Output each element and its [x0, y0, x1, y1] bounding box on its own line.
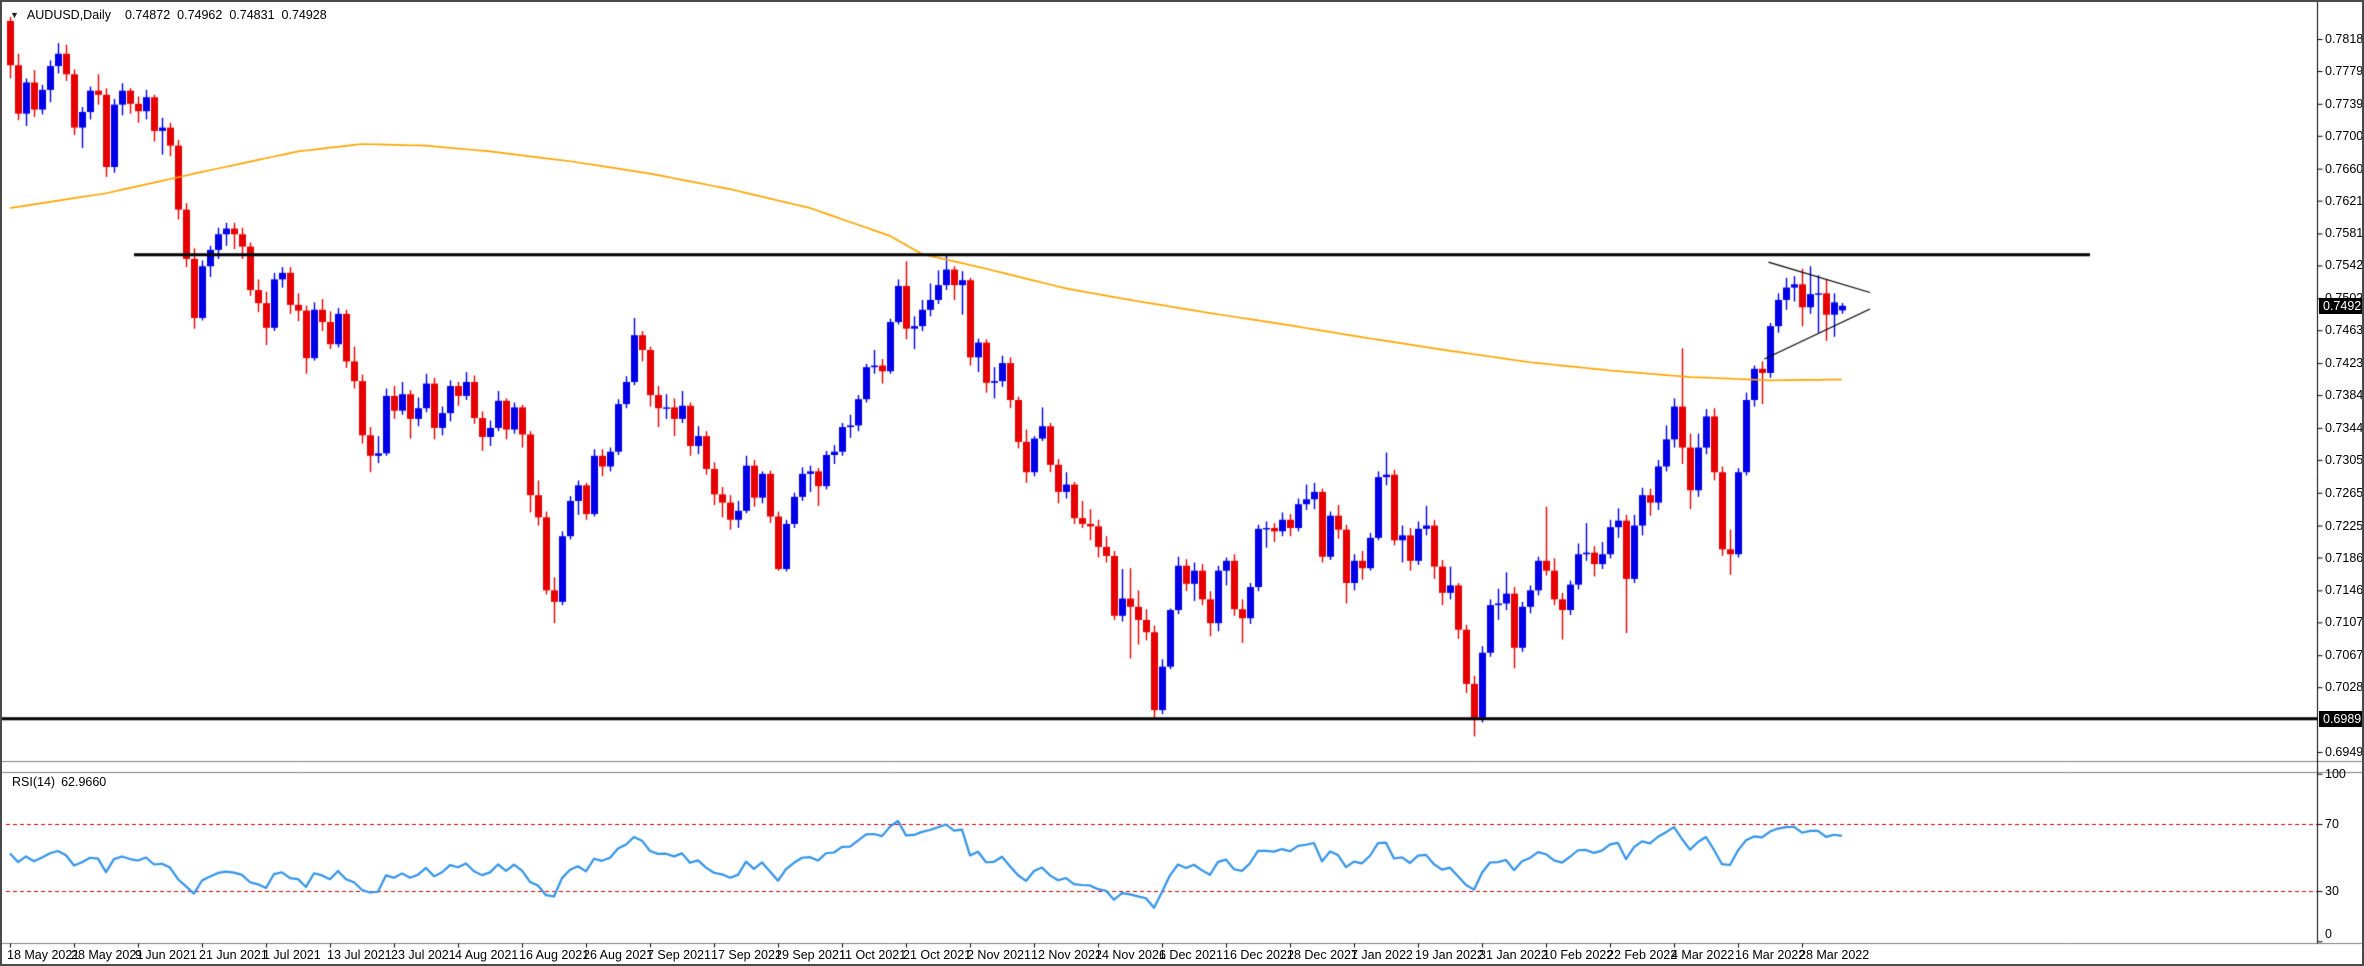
date-tick-label: 4 Aug 2021: [455, 948, 519, 962]
quote-close: 0.74928: [281, 8, 327, 22]
date-tick-label: 18 May 2021: [7, 948, 80, 962]
date-tick-label: 28 Dec 2021: [1287, 948, 1358, 962]
date-tick-label: 22 Feb 2022: [1607, 948, 1678, 962]
rsi-name: RSI(14): [12, 775, 56, 789]
date-tick-label: 17 Sep 2021: [711, 948, 782, 962]
chart-title: ▼ AUDUSD,Daily 0.74872 0.74962 0.74831 0.7492…: [10, 8, 334, 23]
symbol-dropdown-icon[interactable]: ▼: [10, 10, 19, 20]
quote-high: 0.74962: [177, 8, 223, 22]
date-tick-label: 9 Jun 2021: [135, 948, 197, 962]
price-tick-label: 0.69490: [2325, 745, 2364, 759]
date-tick-label: 31 Jan 2022: [1479, 948, 1548, 962]
current-price-badge: 0.74928: [2319, 297, 2362, 315]
date-tick-label: 2 Nov 2021: [967, 948, 1031, 962]
rsi-indicator-label: RSI(14) 62.9660: [12, 775, 107, 790]
date-tick-label: 28 Mar 2022: [1799, 948, 1870, 962]
date-tick-label: 16 Dec 2021: [1223, 948, 1294, 962]
date-tick-label: 21 Jun 2021: [199, 948, 268, 962]
date-tick-label: 13 Jul 2021: [327, 948, 392, 962]
date-tick-label: 26 Aug 2021: [583, 948, 654, 962]
support-price-badge: 0.69895: [2319, 710, 2362, 728]
quote-low: 0.74831: [229, 8, 275, 22]
date-tick-label: 16 Mar 2022: [1735, 948, 1806, 962]
date-tick-label: 19 Jan 2022: [1415, 948, 1484, 962]
date-tick-label: 16 Aug 2021: [519, 948, 590, 962]
date-tick-label: 10 Feb 2022: [1543, 948, 1614, 962]
date-tick-label: 1 Jul 2021: [263, 948, 321, 962]
date-tick-label: 7 Jan 2022: [1351, 948, 1413, 962]
date-tick-label: 28 May 2021: [71, 948, 144, 962]
date-tick-label: 6 Dec 2021: [1159, 948, 1223, 962]
quote-open: 0.74872: [124, 8, 171, 22]
rsi-tick-label: 0: [2325, 926, 2332, 941]
date-tick-label: 4 Mar 2022: [1671, 948, 1735, 962]
rsi-tick-label: 70: [2325, 817, 2339, 831]
date-tick-label: 7 Sep 2021: [647, 948, 711, 962]
date-tick-label: 24 Nov 2021: [1095, 948, 1166, 962]
date-tick-label: 29 Sep 2021: [775, 948, 846, 962]
date-tick-label: 11 Oct 2021: [839, 948, 907, 962]
rsi-tick-label: 100: [2325, 766, 2346, 781]
date-tick-label: 12 Nov 2021: [1031, 948, 1102, 962]
date-tick-label: 23 Jul 2021: [391, 948, 456, 962]
rsi-value: 62.9660: [61, 775, 107, 789]
date-tick-label: 21 Oct 2021: [903, 948, 972, 962]
symbol-period-label: AUDUSD,Daily: [26, 8, 111, 22]
rsi-tick-label: 30: [2325, 884, 2339, 898]
